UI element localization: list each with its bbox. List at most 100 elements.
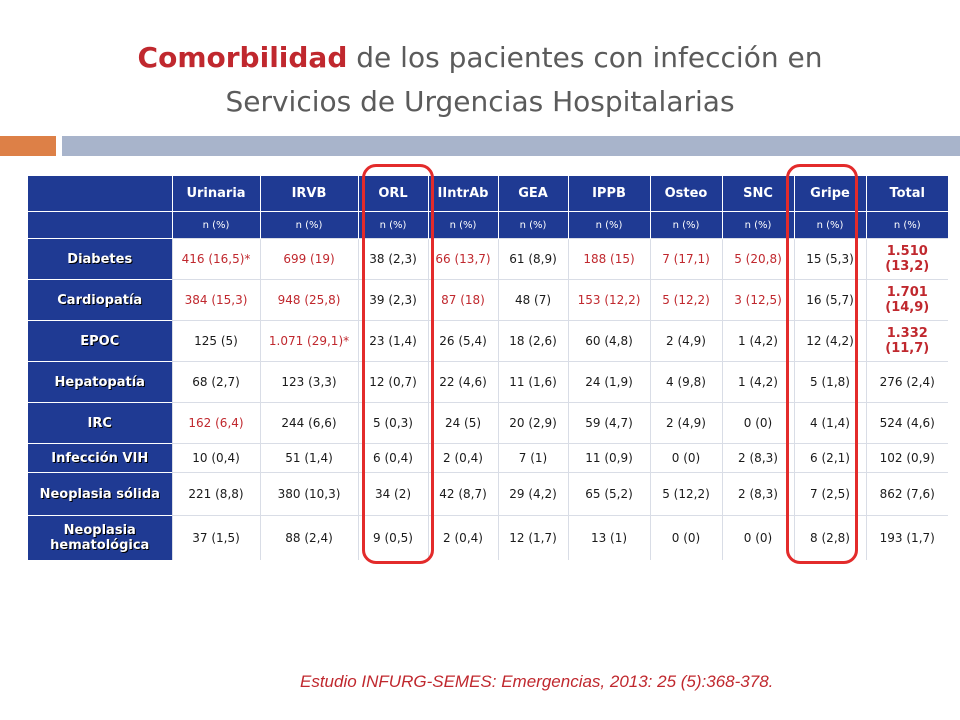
column-header-row: Urinaria IRVB ORL IIntrAb GEA IPPB Osteo… [28, 176, 948, 212]
table-cell: 12 (0,7) [357, 361, 428, 403]
unit-header: n (%) [721, 211, 794, 239]
table-cell: 5 (20,8) [721, 238, 794, 280]
table-cell: 24 (5) [427, 402, 498, 444]
table-cell: 3 (12,5) [721, 279, 794, 321]
table-cell: 11 (0,9) [567, 443, 650, 473]
col-header: Osteo [649, 176, 722, 212]
table-cell: 10 (0,4) [171, 443, 260, 473]
table-cell: 948 (25,8) [259, 279, 358, 321]
source-citation: Estudio INFURG-SEMES: Emergencias, 2013:… [300, 672, 774, 691]
table-cell: 193 (1,7) [865, 515, 948, 560]
table-cell: 6 (2,1) [793, 443, 866, 473]
table-cell: 7 (1) [497, 443, 568, 473]
table-cell: 16 (5,7) [793, 279, 866, 321]
table-cell: 1.701 (14,9) [865, 279, 948, 321]
table-cell: 18 (2,6) [497, 320, 568, 362]
table-cell: 2 (4,9) [649, 402, 722, 444]
table-cell: 2 (4,9) [649, 320, 722, 362]
row-label: Diabetes [28, 238, 172, 280]
orl-column-highlight [362, 164, 434, 564]
table-cell: 42 (8,7) [427, 472, 498, 516]
table-cell: 24 (1,9) [567, 361, 650, 403]
unit-header: n (%) [427, 211, 498, 239]
table-cell: 65 (5,2) [567, 472, 650, 516]
table-cell: 1 (4,2) [721, 361, 794, 403]
row-label: EPOC [28, 320, 172, 362]
table-cell: 5 (0,3) [357, 402, 428, 444]
title-rest: de los pacientes con infección en [347, 41, 823, 74]
table-cell: 416 (16,5)* [171, 238, 260, 280]
table-cell: 125 (5) [171, 320, 260, 362]
table-cell: 87 (18) [427, 279, 498, 321]
table-cell: 11 (1,6) [497, 361, 568, 403]
row-label: Neoplasia sólida [28, 472, 172, 516]
table-row: IRC 162 (6,4) 244 (6,6) 5 (0,3) 24 (5) 2… [28, 402, 948, 444]
title-highlight: Comorbilidad [137, 41, 348, 74]
table-cell: 12 (4,2) [793, 320, 866, 362]
table-cell: 12 (1,7) [497, 515, 568, 560]
table-row: Hepatopatía 68 (2,7) 123 (3,3) 12 (0,7) … [28, 361, 948, 403]
table-cell: 15 (5,3) [793, 238, 866, 280]
row-label: Hepatopatía [28, 361, 172, 403]
table-cell: 59 (4,7) [567, 402, 650, 444]
table-cell: 38 (2,3) [357, 238, 428, 280]
table-cell: 23 (1,4) [357, 320, 428, 362]
table-cell: 699 (19) [259, 238, 358, 280]
col-header: Total [865, 176, 948, 212]
table-cell: 66 (13,7) [427, 238, 498, 280]
table-cell: 380 (10,3) [259, 472, 358, 516]
table-cell: 39 (2,3) [357, 279, 428, 321]
table-cell: 384 (15,3) [171, 279, 260, 321]
slide-title: Comorbilidad de los pacientes con infecc… [0, 36, 960, 124]
row-label: Cardiopatía [28, 279, 172, 321]
unit-corner [28, 211, 172, 239]
table-cell: 862 (7,6) [865, 472, 948, 516]
table-cell: 0 (0) [721, 515, 794, 560]
col-header: IRVB [259, 176, 358, 212]
row-label: Infección VIH [28, 443, 172, 473]
table-row: Infección VIH 10 (0,4) 51 (1,4) 6 (0,4) … [28, 443, 948, 473]
table-cell: 0 (0) [649, 443, 722, 473]
table-cell: 1 (4,2) [721, 320, 794, 362]
table-cell: 2 (0,4) [427, 443, 498, 473]
row-label: IRC [28, 402, 172, 444]
col-header: SNC [721, 176, 794, 212]
table-row: EPOC 125 (5) 1.071 (29,1)* 23 (1,4) 26 (… [28, 320, 948, 362]
table-cell: 88 (2,4) [259, 515, 358, 560]
col-header: ORL [357, 176, 428, 212]
col-header: GEA [497, 176, 568, 212]
unit-header: n (%) [497, 211, 568, 239]
table-cell: 68 (2,7) [171, 361, 260, 403]
unit-header: n (%) [357, 211, 428, 239]
table-cell: 1.071 (29,1)* [259, 320, 358, 362]
col-header: IIntrAb [427, 176, 498, 212]
table-cell: 6 (0,4) [357, 443, 428, 473]
col-header: Gripe [793, 176, 866, 212]
table-cell: 2 (8,3) [721, 443, 794, 473]
table-cell: 2 (8,3) [721, 472, 794, 516]
col-header: Urinaria [171, 176, 260, 212]
table-cell: 162 (6,4) [171, 402, 260, 444]
title-line2: Servicios de Urgencias Hospitalarias [225, 85, 735, 118]
table-cell: 188 (15) [567, 238, 650, 280]
table-cell: 5 (1,8) [793, 361, 866, 403]
table-cell: 13 (1) [567, 515, 650, 560]
table-cell: 51 (1,4) [259, 443, 358, 473]
table-cell: 20 (2,9) [497, 402, 568, 444]
table-cell: 221 (8,8) [171, 472, 260, 516]
table-cell: 123 (3,3) [259, 361, 358, 403]
header-corner [28, 176, 172, 212]
table-cell: 48 (7) [497, 279, 568, 321]
table-cell: 4 (9,8) [649, 361, 722, 403]
unit-header: n (%) [171, 211, 260, 239]
table-cell: 153 (12,2) [567, 279, 650, 321]
table-cell: 34 (2) [357, 472, 428, 516]
table-cell: 37 (1,5) [171, 515, 260, 560]
table-cell: 524 (4,6) [865, 402, 948, 444]
table-row: Neoplasia hematológica 37 (1,5) 88 (2,4)… [28, 515, 948, 560]
decor-bar-orange [0, 136, 56, 156]
table-row: Neoplasia sólida 221 (8,8) 380 (10,3) 34… [28, 472, 948, 516]
gripe-column-highlight [786, 164, 858, 564]
comorbidity-table: Urinaria IRVB ORL IIntrAb GEA IPPB Osteo… [28, 176, 948, 560]
table-cell: 1.332 (11,7) [865, 320, 948, 362]
